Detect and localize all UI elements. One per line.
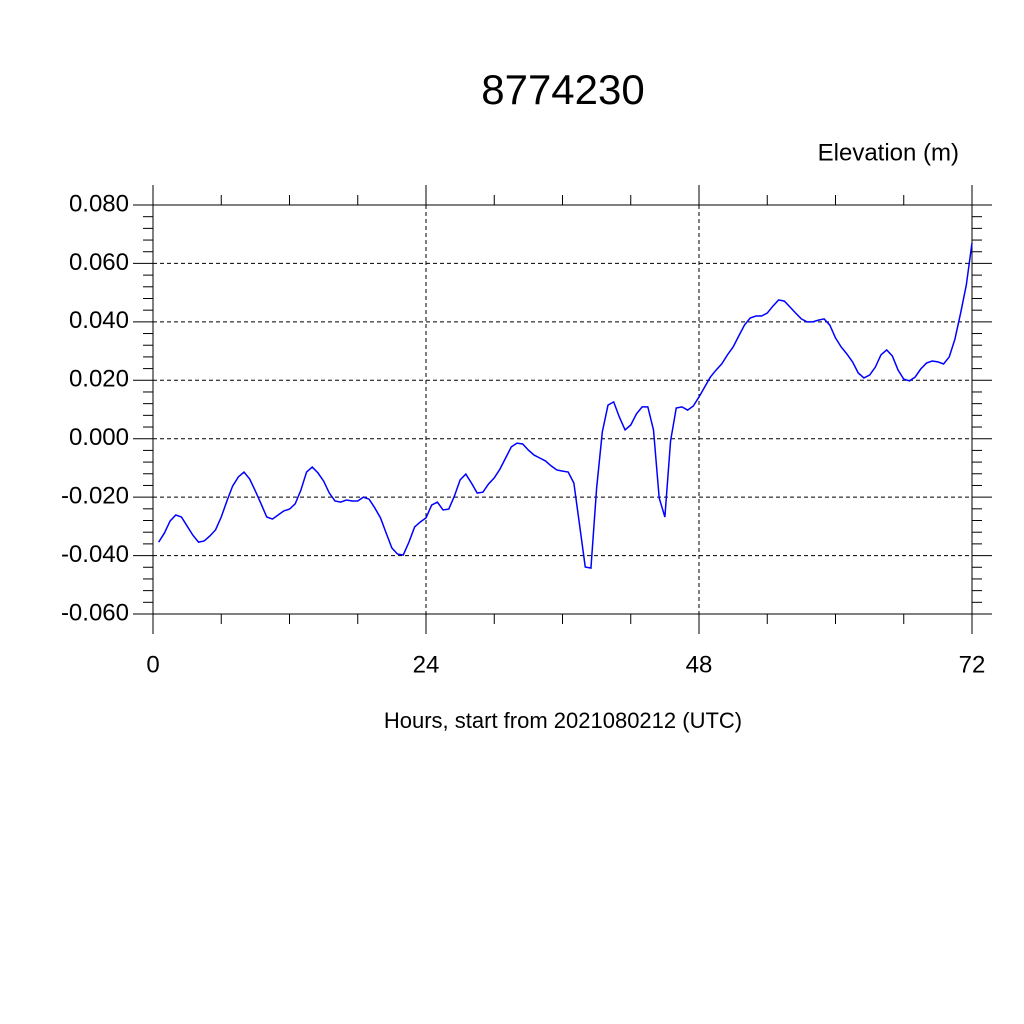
y-tick-label: 0.000 bbox=[69, 424, 129, 451]
x-tick-label: 24 bbox=[413, 651, 440, 678]
y-tick-label: -0.060 bbox=[61, 599, 129, 626]
y-tick-label: 0.060 bbox=[69, 249, 129, 276]
x-tick-label: 72 bbox=[959, 651, 986, 678]
x-tick-label: 0 bbox=[146, 651, 159, 678]
data-line bbox=[158, 242, 973, 570]
y-axis-label: Elevation (m) bbox=[818, 139, 959, 166]
x-axis-label: Hours, start from 2021080212 (UTC) bbox=[384, 708, 742, 733]
plot-frame bbox=[152, 204, 973, 615]
y-tick-label: -0.020 bbox=[61, 482, 129, 509]
y-tick-label: 0.080 bbox=[69, 190, 129, 217]
chart-title: 8774230 bbox=[481, 66, 645, 113]
y-tick-label: -0.040 bbox=[61, 541, 129, 568]
y-tick-label: 0.040 bbox=[69, 307, 129, 334]
y-tick-label: 0.020 bbox=[69, 366, 129, 393]
x-tick-label: 48 bbox=[686, 651, 713, 678]
